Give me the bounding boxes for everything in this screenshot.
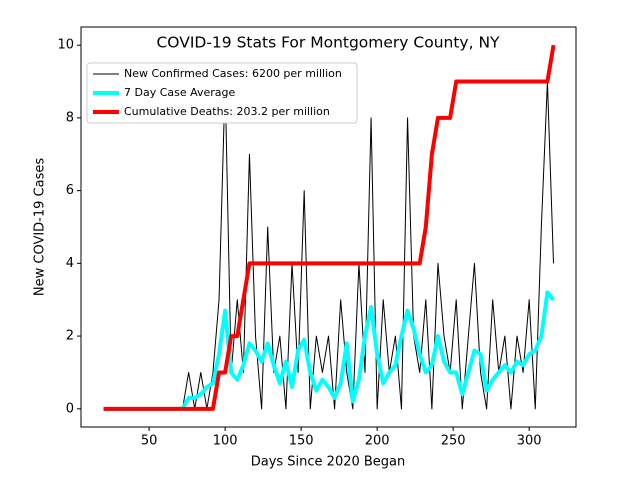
x-tick-label: 50 [141,434,158,449]
y-tick-label: 4 [66,256,74,271]
series-line [103,290,556,411]
x-tick-label: 150 [289,434,314,449]
y-tick-label: 8 [66,110,74,125]
series-line [103,44,556,411]
y-tick-label: 0 [66,401,74,416]
x-tick-label: 250 [441,434,466,449]
y-tick-label: 2 [66,329,74,344]
plot-frame [80,26,577,428]
legend-box [86,62,358,124]
legend-label: 7 Day Case Average [124,86,236,99]
x-axis-label: Days Since 2020 Began [251,455,406,470]
x-tick-label: 100 [213,434,238,449]
y-tick-label: 10 [57,38,74,53]
chart-title: COVID-19 Stats For Montgomery County, NY [156,34,500,52]
y-axis-label: New COVID-19 Cases [33,158,48,296]
y-tick-label: 6 [66,183,74,198]
series-line [103,81,554,410]
x-tick-label: 300 [517,434,542,449]
legend-label: New Confirmed Cases: 6200 per million [124,67,342,80]
x-tick-label: 200 [365,434,390,449]
legend-label: Cumulative Deaths: 203.2 per million [124,105,330,118]
